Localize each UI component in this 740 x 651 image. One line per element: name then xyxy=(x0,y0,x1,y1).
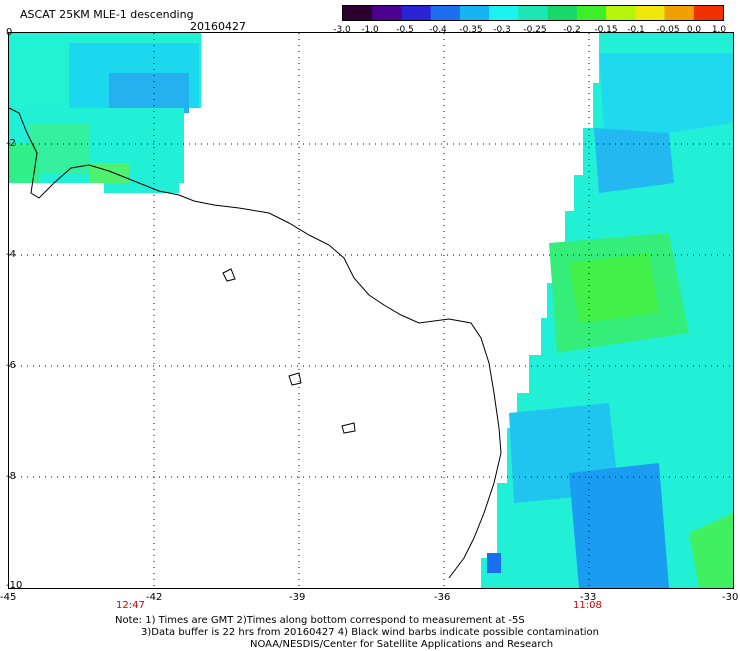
map-panel xyxy=(8,32,734,589)
y-tick-label: -10 xyxy=(6,580,23,591)
colorbar-segment xyxy=(518,6,549,20)
colorbar-segment xyxy=(372,6,402,20)
map-title: ASCAT 25KM MLE-1 descending xyxy=(20,8,194,21)
colorbar-segment xyxy=(606,6,636,20)
y-tick-label: 0 xyxy=(6,27,13,38)
footnote: Note: 1) Times are GMT 2)Times along bot… xyxy=(115,615,599,651)
colorbar-segment xyxy=(343,6,373,20)
footnote-line3: NOAA/NESDIS/Center for Satellite Applica… xyxy=(250,639,554,650)
y-tick-label: -4 xyxy=(6,249,16,260)
colorbar-segment xyxy=(459,6,490,20)
x-tick-label: -42 xyxy=(146,592,163,603)
colorbar-label: -3.0 xyxy=(333,25,351,35)
footnote-line2: 3)Data buffer is 22 hrs from 20160427 4)… xyxy=(141,627,599,638)
colorbar-label: -0.15 xyxy=(594,25,618,35)
coastline xyxy=(9,107,502,579)
footnote-line1: Note: 1) Times are GMT 2)Times along bot… xyxy=(115,615,525,626)
grid xyxy=(9,33,733,588)
y-tick-label: -2 xyxy=(6,138,16,149)
colorbar-label: 0.0 xyxy=(686,25,702,35)
colorbar-label: -1.0 xyxy=(361,25,379,35)
colorbar-segment xyxy=(401,6,432,20)
colorbar-segment xyxy=(547,6,578,20)
time-left: 12:47 xyxy=(116,600,145,611)
y-tick-label: -6 xyxy=(6,360,16,371)
x-tick-label: -45 xyxy=(0,592,17,603)
colorbar-label: -0.4 xyxy=(429,25,447,35)
x-tick-label: -30 xyxy=(722,592,739,603)
colorbar-segment xyxy=(693,6,723,20)
time-right: 11:08 xyxy=(573,600,602,611)
colorbar-label: 1.0 xyxy=(711,25,727,35)
x-tick-label: -33 xyxy=(580,592,597,603)
map-canvas xyxy=(9,33,733,588)
colorbar-segment xyxy=(489,6,519,20)
colorbar-segment xyxy=(664,6,695,20)
colorbar-label: -0.3 xyxy=(493,25,511,35)
colorbar-label: -0.2 xyxy=(563,25,581,35)
right-swath xyxy=(481,33,733,588)
colorbar-segment xyxy=(635,6,666,20)
colorbar-label: -0.05 xyxy=(656,25,680,35)
colorbar-label: -0.1 xyxy=(627,25,645,35)
colorbar-label: -0.25 xyxy=(523,25,547,35)
x-tick-label: -39 xyxy=(289,592,306,603)
map-date: 20160427 xyxy=(190,20,246,33)
y-tick-label: -8 xyxy=(6,471,16,482)
colorbar-label: -0.35 xyxy=(459,25,483,35)
colorbar-labels: -3.0 -1.0 -0.5 -0.4 -0.35 -0.3 -0.25 -0.2 -0.15-… xyxy=(330,25,730,37)
colorbar-segment xyxy=(576,6,607,20)
colorbar xyxy=(342,5,724,21)
colorbar-segment xyxy=(430,6,461,20)
x-tick-label: -36 xyxy=(434,592,451,603)
left-swath xyxy=(9,33,201,193)
colorbar-label: -0.5 xyxy=(396,25,414,35)
